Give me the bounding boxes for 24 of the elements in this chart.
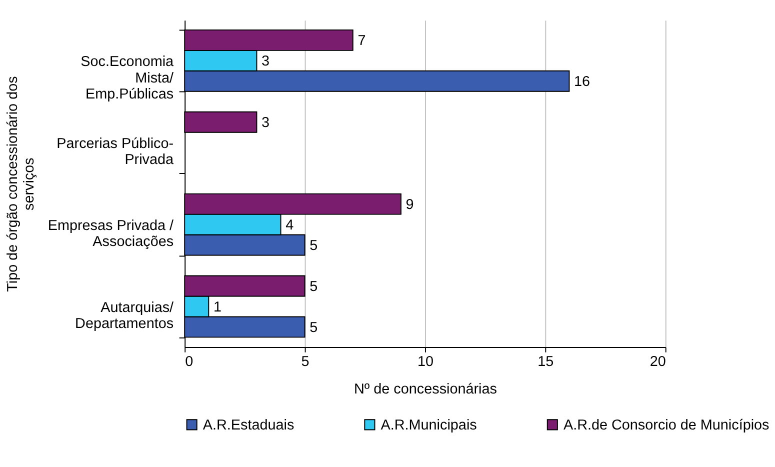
y-axis-title: Tipo de órgão concessionário dos serviços — [4, 76, 38, 292]
x-axis-title: Nº de concessionárias — [354, 382, 497, 398]
x-tick-label: 20 — [650, 354, 666, 370]
data-label: 7 — [358, 32, 366, 49]
legend-label: A.R.de Consorcio de Municípios — [563, 417, 770, 434]
y-tick-label: Parcerias Público- Privada — [56, 136, 175, 168]
data-label: 4 — [286, 217, 294, 234]
y-tick-label: Empresas Privada / Associações — [48, 218, 174, 250]
data-label: 5 — [310, 238, 318, 254]
y-tick-label: Soc.Economia Mista/ Emp.Públicas — [80, 54, 175, 103]
data-label: 9 — [406, 196, 414, 213]
data-label: 16 — [574, 74, 590, 90]
legend-label: A.R.Municipais — [380, 417, 477, 434]
data-label: 3 — [262, 53, 270, 70]
data-label: 5 — [310, 320, 318, 336]
legend-label: A.R.Estaduais — [202, 417, 294, 434]
x-tick-label: 5 — [301, 354, 310, 370]
y-tick-label: Autarquias/ Departamentos — [75, 300, 174, 332]
x-tick-label: 15 — [538, 354, 554, 370]
x-tick-label: 10 — [417, 354, 434, 370]
data-label: 3 — [262, 114, 270, 131]
x-tick-label: 0 — [185, 354, 194, 370]
data-label: 1 — [213, 299, 222, 316]
data-label: 5 — [310, 278, 318, 295]
